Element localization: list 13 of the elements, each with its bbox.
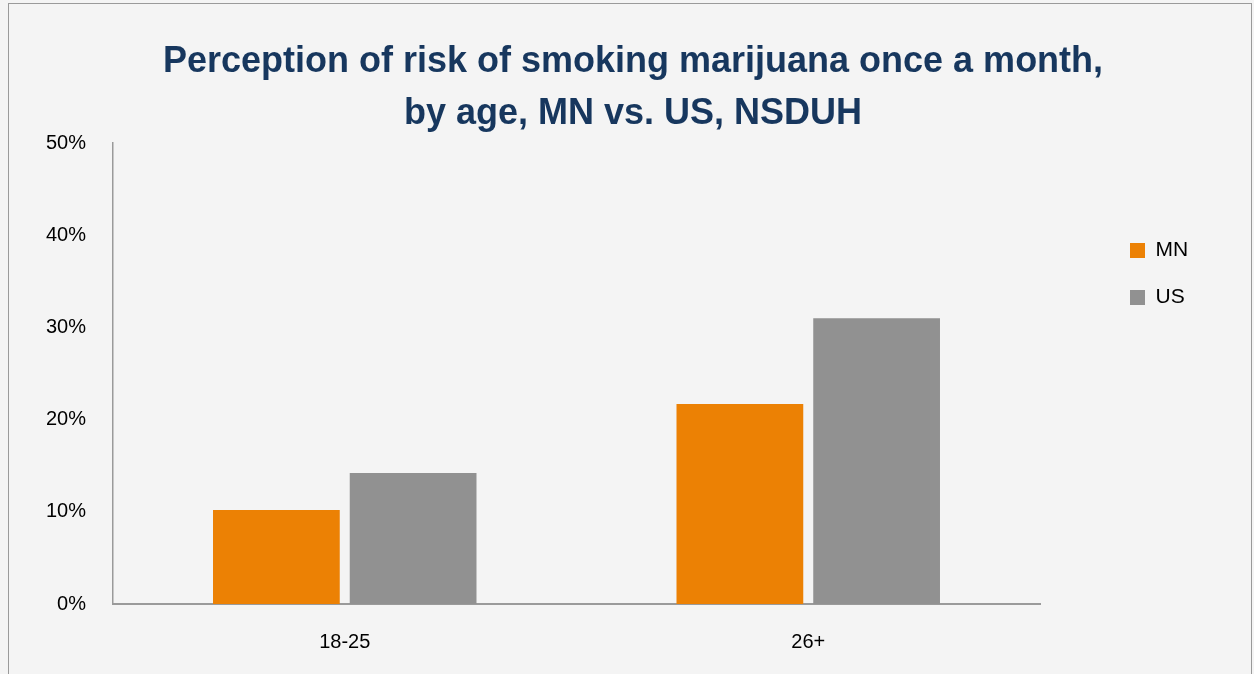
legend-label: MN	[1155, 237, 1189, 261]
y-tick-label: 0%	[57, 591, 87, 614]
legend-label: US	[1155, 284, 1185, 308]
bar	[676, 403, 804, 604]
y-tick-label: 30%	[45, 314, 87, 337]
y-tick-label: 10%	[45, 499, 87, 522]
x-tick-label: 18-25	[319, 629, 371, 652]
y-tick-label: 50%	[45, 130, 87, 153]
y-tick-label: 40%	[45, 222, 87, 245]
bar	[213, 509, 340, 604]
chart-title: Perception of risk of smoking marijuana once a month, by age, MN vs. US, NSDUH	[161, 38, 1105, 134]
y-tick-label: 20%	[45, 407, 87, 430]
x-tick-label: 26+	[791, 629, 826, 652]
